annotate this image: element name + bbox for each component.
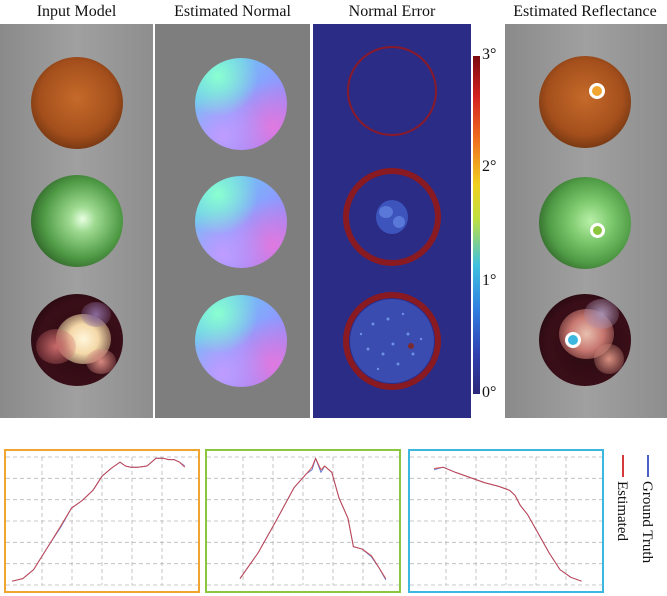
reflectance-chart-green	[205, 449, 401, 593]
sample-point-green	[590, 223, 605, 238]
colorbar-max-label: 3°	[482, 46, 497, 63]
series-line-ground-truth	[239, 457, 387, 581]
legend-ground-truth: Ground Truth	[639, 449, 657, 593]
input-model-panel	[0, 24, 153, 418]
reflectance-textured-sphere	[539, 294, 631, 386]
green-sphere	[31, 175, 123, 267]
error-maps	[343, 46, 441, 390]
normal-map-sphere-2	[195, 176, 287, 268]
colorbar	[473, 56, 480, 394]
legend-ground-truth-line	[647, 455, 649, 477]
error-ring-2	[343, 168, 441, 266]
column-title-estimated-reflectance: Estimated Reflectance	[513, 3, 657, 20]
error-ring-3	[343, 292, 441, 390]
sample-point-orange	[589, 83, 605, 99]
legend-ground-truth-label: Ground Truth	[639, 481, 655, 564]
series-line-estimated	[239, 457, 387, 579]
orange-sphere	[31, 57, 123, 149]
orange-chart-plot	[6, 456, 198, 586]
textured-sphere	[31, 294, 123, 386]
green-chart-plot	[207, 456, 399, 586]
colorbar-min-label: 0°	[482, 384, 497, 401]
estimated-normal-panel	[155, 24, 310, 418]
error-ring-1	[347, 46, 437, 136]
error-blob	[376, 200, 408, 234]
column-title-estimated-normal: Estimated Normal	[174, 3, 291, 20]
series-line-estimated	[11, 457, 186, 582]
normal-map-sphere-1	[195, 58, 287, 150]
estimated-reflectance-panel	[505, 24, 667, 418]
legend-estimated-label: Estimated	[614, 481, 630, 541]
reflectance-chart-orange	[4, 449, 200, 593]
colorbar-tick-2-label: 2°	[482, 158, 497, 175]
legend-estimated-line	[622, 455, 624, 477]
reflectance-green-sphere	[539, 177, 631, 269]
normal-map-sphere-3	[195, 295, 287, 387]
series-line-estimated	[433, 466, 582, 582]
column-title-normal-error: Normal Error	[348, 3, 436, 20]
blue-chart-plot	[410, 456, 602, 586]
reflectance-chart-blue	[408, 449, 604, 593]
column-title-input-model: Input Model	[36, 3, 117, 20]
series-line-ground-truth	[433, 466, 582, 582]
error-noise	[350, 299, 434, 383]
normal-error-panel	[313, 24, 471, 418]
colorbar-tick-1-label: 1°	[482, 272, 497, 289]
reflectance-orange-sphere	[539, 56, 631, 148]
legend-estimated: Estimated	[614, 449, 632, 593]
sample-point-blue	[565, 332, 581, 348]
